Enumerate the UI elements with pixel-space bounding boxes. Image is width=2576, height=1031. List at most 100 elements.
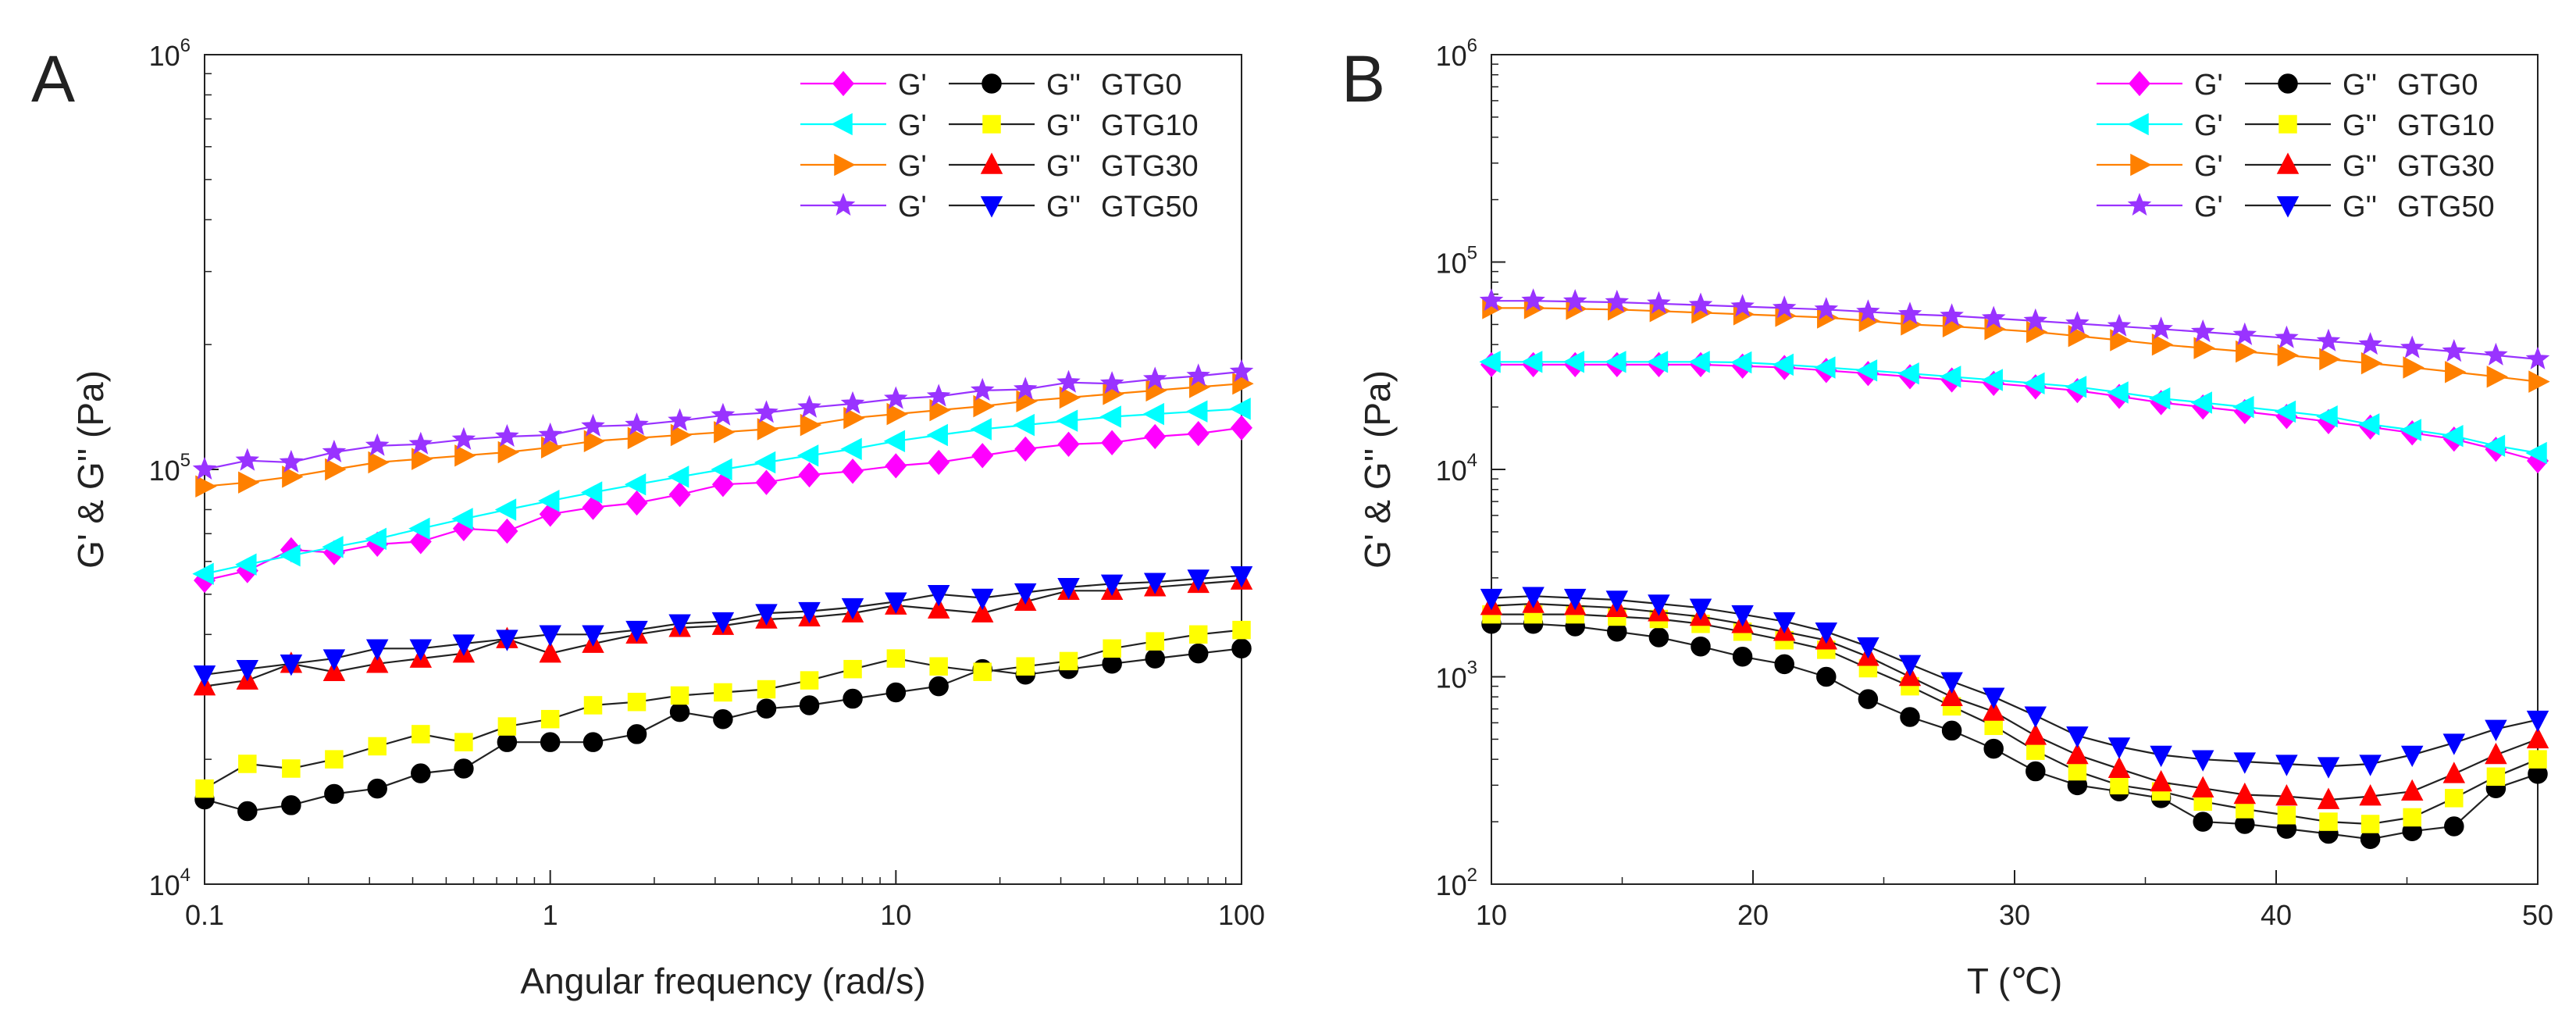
data-point — [841, 598, 864, 620]
data-point — [540, 709, 560, 729]
data-point — [1774, 654, 1794, 675]
data-point — [1898, 655, 1922, 677]
data-point — [282, 466, 304, 488]
legend-marker — [982, 115, 1001, 134]
data-point — [2150, 769, 2172, 792]
data-point — [2193, 812, 2213, 832]
data-point — [192, 562, 214, 585]
data-point — [1522, 587, 1545, 608]
x-tick-label: 40 — [2261, 899, 2292, 931]
x-tick-label: 100 — [1218, 899, 1265, 931]
data-point — [1900, 707, 1920, 727]
data-point — [756, 698, 777, 719]
data-point — [409, 639, 433, 661]
x-axis-title: Angular frequency (rad/s) — [520, 961, 925, 1001]
y-tick-exp: 2 — [1467, 865, 1477, 886]
data-point — [2319, 812, 2338, 831]
legend-sample-label: GTG0 — [1101, 69, 1181, 102]
data-point — [2233, 782, 2257, 804]
data-point — [711, 402, 736, 426]
data-point — [970, 377, 995, 401]
data-point — [1056, 409, 1078, 432]
legend: G' G'' GTG0 G' G'' GTG10 G' G'' GTG30 G' G'' GTG50 — [800, 69, 1199, 223]
series-gtg30-loss — [1480, 591, 2549, 809]
series-gtg0-loss — [1481, 613, 2548, 850]
data-point — [411, 763, 431, 783]
series-line — [1491, 595, 2539, 768]
legend-gpp-label: G'' — [2343, 109, 2377, 142]
data-point — [2403, 808, 2421, 827]
data-point — [1059, 386, 1081, 409]
data-point — [412, 448, 433, 470]
data-point — [668, 614, 691, 636]
data-point — [883, 430, 906, 453]
data-point — [2403, 356, 2425, 379]
y-tick-base: 10 — [1436, 662, 1467, 694]
data-point — [2191, 750, 2214, 772]
data-point — [322, 439, 347, 462]
data-point — [538, 422, 562, 446]
data-point — [800, 413, 822, 437]
data-point — [2026, 761, 2046, 782]
legend-sample-label: GTG30 — [2397, 150, 2495, 183]
data-point — [2232, 395, 2254, 419]
data-point — [2190, 391, 2212, 414]
data-point — [452, 634, 476, 656]
data-point — [368, 737, 387, 756]
legend-gp-label: G' — [898, 191, 927, 223]
data-point — [2360, 351, 2383, 375]
data-point — [798, 462, 821, 488]
data-point — [2442, 338, 2467, 362]
data-point — [1940, 684, 1963, 706]
data-point — [1730, 351, 1752, 374]
data-point — [1982, 687, 2005, 709]
legend-sample-label: GTG10 — [1101, 109, 1199, 142]
data-point — [1520, 351, 1543, 373]
data-point — [454, 444, 476, 467]
y-tick-exp: 6 — [180, 35, 191, 56]
legend-sample-label: GTG0 — [2397, 69, 2478, 102]
x-tick-label: 0.1 — [185, 899, 224, 931]
data-point — [1187, 569, 1210, 591]
x-tick-label: 20 — [1737, 899, 1769, 931]
y-tick-exp: 5 — [180, 450, 191, 471]
data-point — [1143, 573, 1167, 594]
legend-gp-label: G' — [898, 69, 927, 102]
data-point — [1731, 605, 1754, 627]
data-point — [367, 778, 387, 799]
x-tick-label: 50 — [2522, 899, 2553, 931]
series-gtg0-loss — [194, 638, 1252, 822]
legend-gpp-label: G'' — [2343, 150, 2377, 183]
data-point — [1732, 647, 1753, 667]
data-point — [1186, 363, 1210, 387]
data-point — [236, 659, 259, 682]
data-point — [238, 471, 260, 494]
data-point — [1855, 359, 1878, 382]
data-point — [1562, 351, 1584, 373]
data-point — [2484, 342, 2508, 366]
legend-gpp-label: G'' — [2343, 191, 2377, 223]
y-tick-label: 104 — [149, 865, 191, 901]
data-point — [1648, 627, 1669, 647]
data-point — [2148, 387, 2171, 410]
data-point — [235, 448, 260, 471]
data-point — [279, 544, 301, 567]
data-point — [1013, 376, 1038, 400]
data-point — [1013, 413, 1035, 437]
data-point — [2486, 366, 2509, 388]
data-point — [280, 655, 303, 676]
data-point — [412, 725, 430, 744]
data-point — [1187, 420, 1210, 447]
data-point — [971, 443, 994, 469]
data-point — [2275, 783, 2298, 806]
x-axis-ticks: 10 20 30 40 50 — [1476, 870, 2553, 931]
data-point — [583, 732, 604, 752]
data-point — [926, 423, 948, 447]
data-point — [2150, 745, 2172, 768]
legend-gpp-label: G'' — [1046, 150, 1081, 183]
data-point — [755, 469, 778, 495]
data-point — [195, 475, 217, 498]
y-tick-label: 105 — [1436, 243, 1477, 280]
data-point — [625, 620, 648, 643]
data-point — [1232, 620, 1251, 640]
